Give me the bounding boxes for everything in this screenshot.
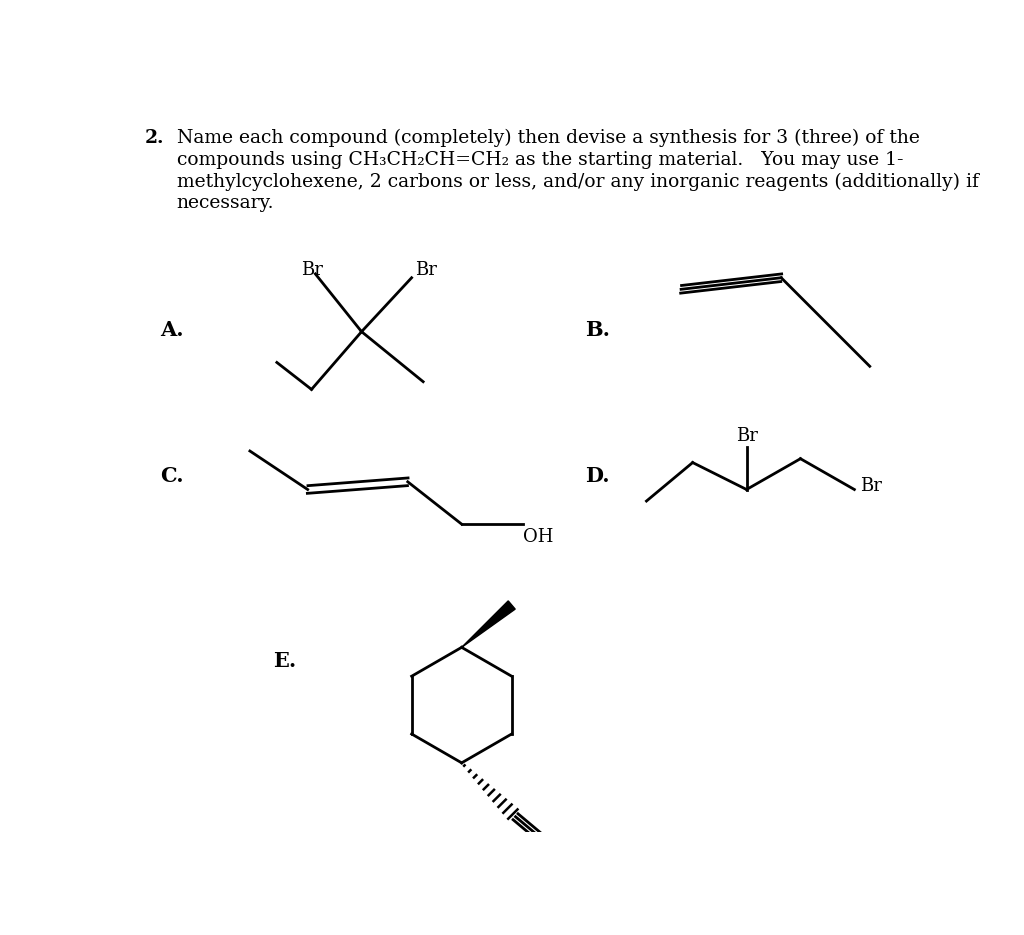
Text: E.: E.	[273, 651, 296, 671]
Text: Br: Br	[416, 261, 437, 279]
Text: Br: Br	[301, 261, 323, 279]
Text: OH: OH	[523, 528, 554, 546]
Text: Br: Br	[860, 477, 883, 495]
Polygon shape	[462, 601, 515, 647]
Text: A.: A.	[160, 320, 183, 340]
Text: necessary.: necessary.	[177, 194, 274, 212]
Text: methylcyclohexene, 2 carbons or less, and/or any inorganic reagents (additionall: methylcyclohexene, 2 carbons or less, an…	[177, 172, 979, 191]
Text: D.: D.	[585, 467, 609, 486]
Text: Br: Br	[735, 427, 758, 445]
Text: compounds using CH₃CH₂CH=CH₂ as the starting material.   You may use 1-: compounds using CH₃CH₂CH=CH₂ as the star…	[177, 151, 903, 168]
Text: Name each compound (completely) then devise a synthesis for 3 (three) of the: Name each compound (completely) then dev…	[177, 129, 920, 148]
Text: B.: B.	[585, 320, 610, 340]
Text: C.: C.	[160, 467, 183, 486]
Text: 2.: 2.	[144, 129, 164, 147]
